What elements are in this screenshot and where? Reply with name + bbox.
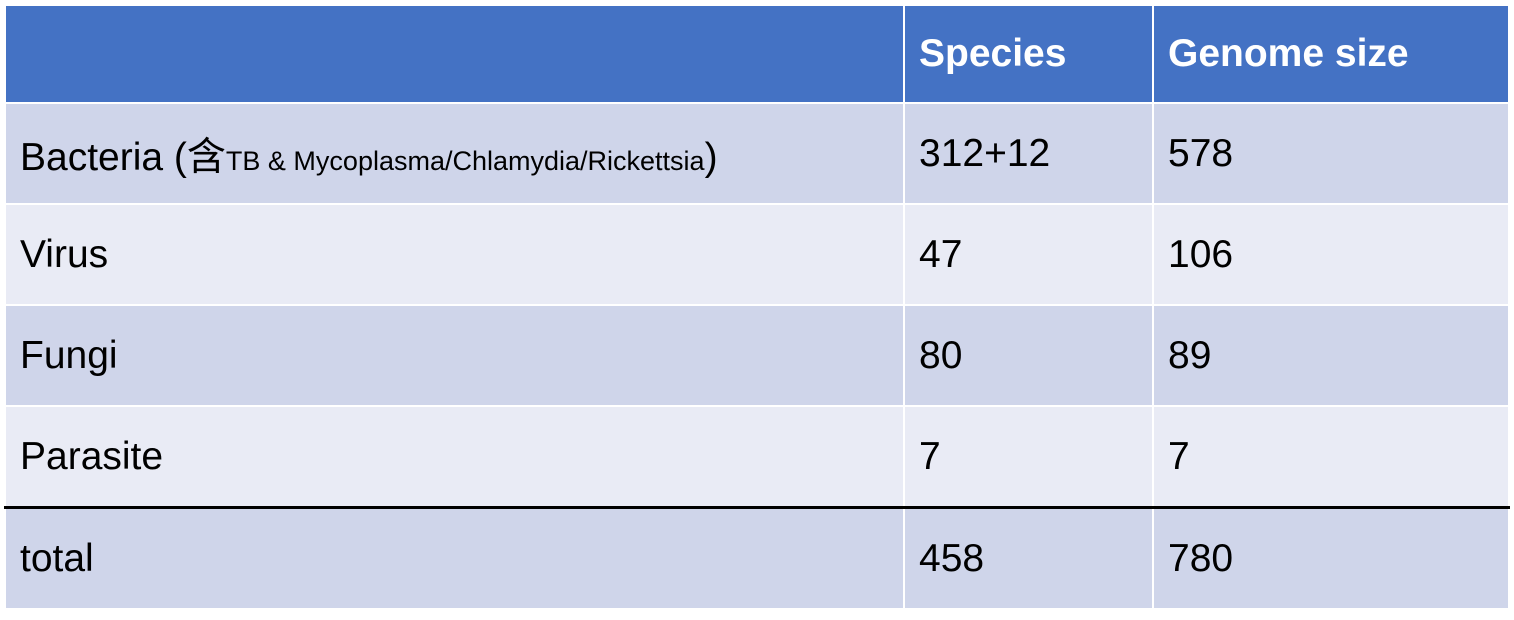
row-label: Fungi <box>4 304 905 407</box>
table-row-virus: Virus 47 106 <box>4 203 1510 306</box>
header-category <box>4 4 905 104</box>
row-genome-size: 780 <box>1152 506 1510 610</box>
row-label: Parasite <box>4 405 905 509</box>
table-row-bacteria: Bacteria (含TB & Mycoplasma/Chlamydia/Ric… <box>4 102 1510 205</box>
row-label-close: ) <box>704 135 718 179</box>
row-label-note-char: 含 <box>186 135 226 179</box>
header-genome-size: Genome size <box>1152 4 1510 104</box>
table-row-fungi: Fungi 80 89 <box>4 304 1510 407</box>
row-genome-size: 578 <box>1152 102 1510 205</box>
row-label: total <box>4 506 905 610</box>
row-species: 458 <box>903 506 1154 610</box>
table-container: Species Genome size Bacteria (含TB & Myco… <box>4 4 1510 610</box>
row-species: 47 <box>903 203 1154 306</box>
row-species: 80 <box>903 304 1154 407</box>
header-species: Species <box>903 4 1154 104</box>
table-row-total: total 458 780 <box>4 506 1510 610</box>
row-label-text: Bacteria ( <box>20 135 187 179</box>
header-row: Species Genome size <box>4 4 1510 104</box>
row-species: 312+12 <box>903 102 1154 205</box>
pathogen-table: Species Genome size Bacteria (含TB & Myco… <box>4 4 1510 610</box>
row-genome-size: 89 <box>1152 304 1510 407</box>
row-species: 7 <box>903 405 1154 509</box>
row-label: Virus <box>4 203 905 306</box>
row-genome-size: 106 <box>1152 203 1510 306</box>
row-label-note: TB & Mycoplasma/Chlamydia/Rickettsia <box>225 145 705 176</box>
row-genome-size: 7 <box>1152 405 1510 509</box>
table-row-parasite: Parasite 7 7 <box>4 405 1510 509</box>
row-label: Bacteria (含TB & Mycoplasma/Chlamydia/Ric… <box>4 102 905 205</box>
